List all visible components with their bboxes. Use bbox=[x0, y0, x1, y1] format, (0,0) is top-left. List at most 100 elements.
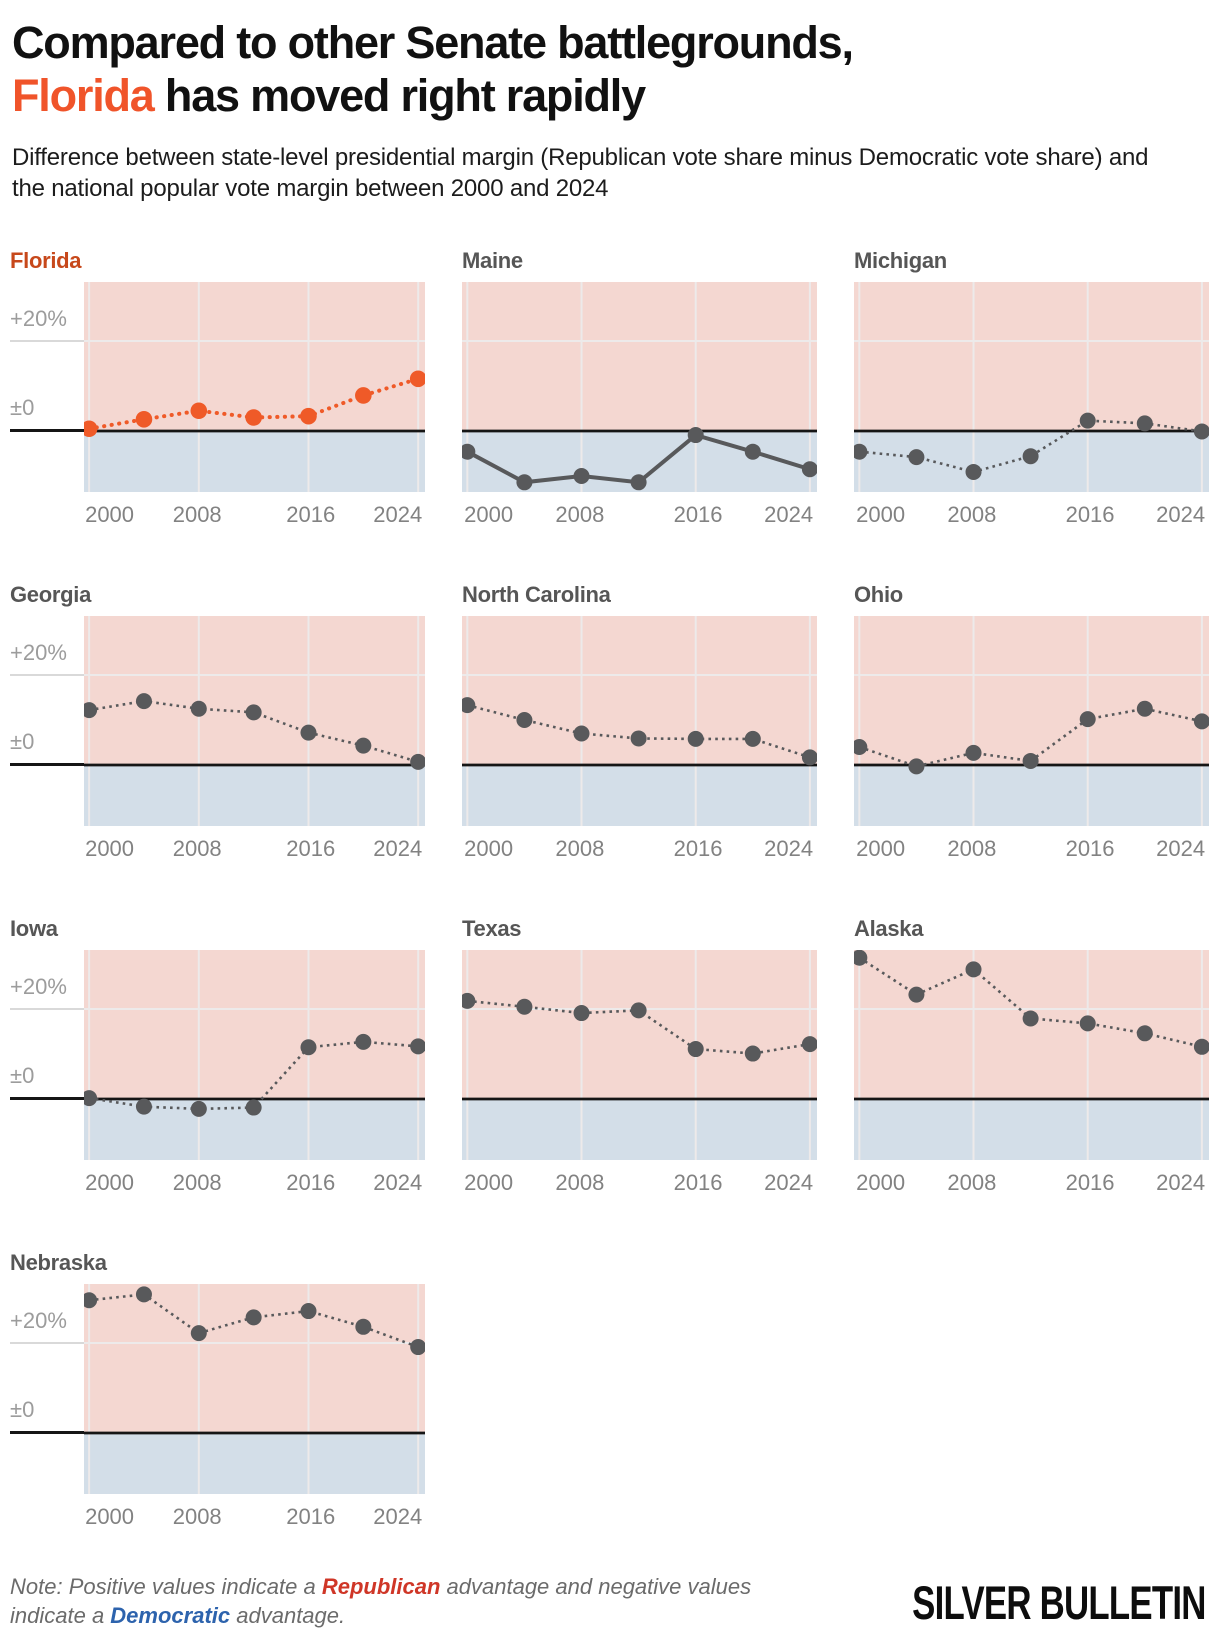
chart-title-maine: Maine bbox=[462, 248, 523, 273]
x-tick-label-2024: 2024 bbox=[1156, 1170, 1206, 1195]
republican-label: Republican bbox=[321, 1574, 441, 1599]
data-point-north-carolina-2008 bbox=[573, 725, 590, 742]
title-rest: has moved right rapidly bbox=[153, 70, 646, 121]
chart-body: +20% ±0 bbox=[10, 282, 425, 492]
data-point-iowa-2012 bbox=[245, 1099, 262, 1116]
plot-area bbox=[854, 950, 1209, 1160]
data-point-georgia-2012 bbox=[245, 704, 262, 721]
x-tick-label-2024: 2024 bbox=[373, 1170, 423, 1195]
data-point-north-carolina-2020 bbox=[744, 730, 761, 747]
chart-svg-north-carolina bbox=[462, 616, 817, 826]
data-point-alaska-2016 bbox=[1079, 1015, 1096, 1032]
x-tick-label-2000: 2000 bbox=[85, 502, 135, 527]
x-tick-label-2024: 2024 bbox=[373, 836, 423, 861]
data-point-north-carolina-2012 bbox=[630, 730, 647, 747]
x-tick-label-2008: 2008 bbox=[172, 502, 222, 527]
chart-svg-ohio bbox=[854, 616, 1209, 826]
plot-area bbox=[462, 616, 817, 826]
x-tick-label-2008: 2008 bbox=[172, 1504, 222, 1529]
data-point-georgia-2008 bbox=[190, 700, 207, 717]
data-point-florida-2020 bbox=[355, 387, 372, 404]
data-point-georgia-2004 bbox=[135, 693, 152, 710]
data-point-michigan-2008 bbox=[965, 463, 982, 480]
chart-title-alaska: Alaska bbox=[854, 916, 924, 941]
republican-region bbox=[462, 282, 817, 431]
footnote: Note: Positive values indicate a Republi… bbox=[10, 1572, 809, 1630]
x-tick-label-2008: 2008 bbox=[555, 502, 605, 527]
plot-area bbox=[84, 1284, 425, 1494]
silver-bulletin-logo: SILVER BULLETIN bbox=[912, 1576, 1206, 1629]
small-multiples-grid: Florida +20% ±0 2000 2008 2016 2024 Maine 2000 20… bbox=[10, 248, 1209, 1532]
democratic-region bbox=[84, 1433, 425, 1494]
chart-title-michigan: Michigan bbox=[854, 248, 947, 273]
title-line1: Compared to other Senate battlegrounds, bbox=[12, 17, 854, 68]
x-axis-labels: 2000 2008 2016 2024 bbox=[462, 1168, 817, 1198]
data-point-ohio-2012 bbox=[1022, 752, 1039, 769]
footnote-suffix: advantage. bbox=[230, 1603, 346, 1628]
data-point-north-carolina-2024 bbox=[801, 749, 817, 766]
x-tick-label-2008: 2008 bbox=[947, 502, 997, 527]
plot-area bbox=[84, 282, 425, 492]
data-point-georgia-2016 bbox=[300, 724, 317, 741]
x-tick-label-2024: 2024 bbox=[764, 1170, 814, 1195]
chart-body: +20% ±0 bbox=[10, 950, 425, 1160]
x-tick-label-2000: 2000 bbox=[464, 502, 514, 527]
republican-region bbox=[84, 616, 425, 765]
chart-cell-georgia: Georgia +20% ±0 2000 2008 2016 2024 bbox=[10, 582, 425, 864]
chart-cell-nebraska: Nebraska +20% ±0 2000 2008 2016 2024 bbox=[10, 1250, 425, 1532]
x-tick-label-2000: 2000 bbox=[85, 836, 135, 861]
republican-region bbox=[854, 282, 1209, 431]
y-axis-gutter: +20% ±0 bbox=[10, 616, 84, 826]
y-axis-label-zero: ±0 bbox=[10, 395, 35, 420]
data-point-alaska-2020 bbox=[1136, 1025, 1153, 1042]
data-point-florida-2012 bbox=[245, 409, 262, 426]
zero-line-extension bbox=[10, 763, 84, 766]
x-tick-label-2000: 2000 bbox=[85, 1504, 135, 1529]
x-axis-labels: 2000 2008 2016 2024 bbox=[462, 834, 817, 864]
chart-body bbox=[854, 616, 1209, 826]
republican-region bbox=[854, 616, 1209, 765]
chart-body bbox=[854, 950, 1209, 1160]
x-tick-label-2016: 2016 bbox=[673, 1170, 723, 1195]
chart-svg-maine bbox=[462, 282, 817, 492]
chart-cell-florida: Florida +20% ±0 2000 2008 2016 2024 bbox=[10, 248, 425, 530]
republican-region bbox=[84, 282, 425, 431]
x-tick-label-2016: 2016 bbox=[286, 836, 336, 861]
x-tick-label-2024: 2024 bbox=[1156, 836, 1206, 861]
title-accent: Florida bbox=[12, 70, 155, 121]
republican-region bbox=[462, 950, 817, 1099]
democratic-region bbox=[84, 765, 425, 826]
x-tick-label-2008: 2008 bbox=[172, 836, 222, 861]
x-tick-label-2008: 2008 bbox=[172, 1170, 222, 1195]
data-point-iowa-2000 bbox=[84, 1090, 98, 1107]
data-point-florida-2000 bbox=[84, 420, 98, 438]
chart-svg-iowa bbox=[84, 950, 425, 1160]
data-point-iowa-2008 bbox=[190, 1100, 207, 1117]
chart-svg-texas bbox=[462, 950, 817, 1160]
data-point-michigan-2024 bbox=[1193, 423, 1209, 440]
data-point-alaska-2008 bbox=[965, 961, 982, 978]
x-axis-labels: 2000 2008 2016 2024 bbox=[84, 1502, 425, 1532]
x-tick-label-2024: 2024 bbox=[764, 502, 814, 527]
x-tick-label-2024: 2024 bbox=[764, 836, 814, 861]
data-point-maine-2000 bbox=[462, 443, 476, 460]
footnote-prefix: Note: Positive values indicate a bbox=[10, 1574, 322, 1599]
democratic-region bbox=[854, 765, 1209, 826]
x-tick-label-2016: 2016 bbox=[286, 1170, 336, 1195]
x-tick-label-2016: 2016 bbox=[286, 1504, 336, 1529]
data-point-ohio-2024 bbox=[1193, 713, 1209, 730]
x-tick-label-2000: 2000 bbox=[856, 502, 906, 527]
x-tick-label-2000: 2000 bbox=[464, 836, 514, 861]
chart-title-iowa: Iowa bbox=[10, 916, 58, 941]
x-tick-label-2024: 2024 bbox=[1156, 502, 1206, 527]
y-axis-label-zero: ±0 bbox=[10, 1397, 35, 1422]
data-point-florida-2008 bbox=[190, 402, 208, 420]
chart-title-texas: Texas bbox=[462, 916, 522, 941]
chart-svg-alaska bbox=[854, 950, 1209, 1160]
chart-body: +20% ±0 bbox=[10, 616, 425, 826]
chart-cell-alaska: Alaska 2000 2008 2016 2024 bbox=[854, 916, 1209, 1198]
y-axis-label-zero: ±0 bbox=[10, 1063, 35, 1088]
chart-body bbox=[462, 950, 817, 1160]
data-point-ohio-2008 bbox=[965, 744, 982, 761]
